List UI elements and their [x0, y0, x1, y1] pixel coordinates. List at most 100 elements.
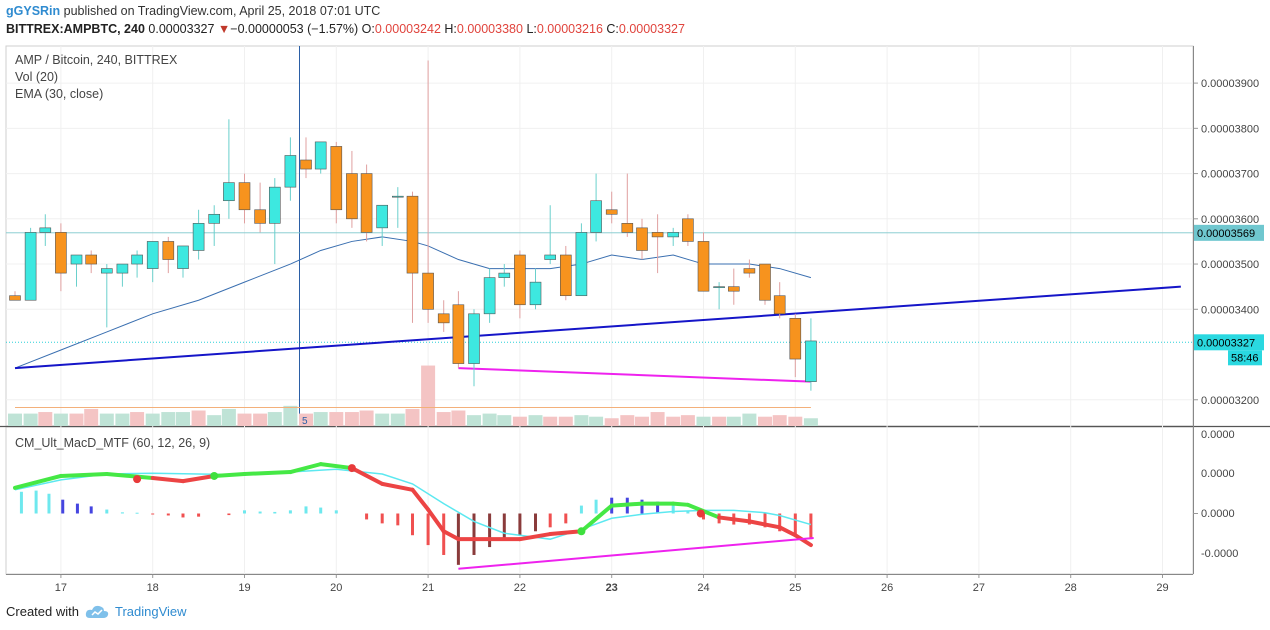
macd-line-segment: [212, 472, 247, 478]
symbol-label[interactable]: BITTREX:AMPBTC, 240: [6, 22, 145, 36]
y-tick-label: 0.00003400: [1201, 304, 1259, 316]
candle-body: [422, 272, 434, 310]
volume-bar: [23, 413, 38, 426]
macd-histogram-bar: [365, 513, 369, 520]
macd-histogram-bar: [640, 499, 644, 514]
volume-bar: [436, 412, 451, 426]
candle-body: [452, 304, 465, 364]
volume-bar: [543, 416, 558, 426]
macd-histogram-bar: [564, 513, 568, 524]
macd-line-segment: [747, 519, 782, 530]
candle-body: [70, 254, 83, 265]
macd-line-segment: [349, 466, 385, 486]
macd-line-segment: [58, 472, 109, 478]
y-tick-label: 0.00003200: [1201, 395, 1259, 407]
grid: [0, 45, 1270, 575]
candle-body: [254, 209, 266, 224]
candle-body: [101, 268, 113, 274]
macd-line-segment: [180, 473, 217, 484]
volume-bar: [329, 412, 344, 426]
volume-bar: [405, 408, 420, 426]
legend-title[interactable]: AMP / Bitcoin, 240, BITTREX: [15, 53, 178, 67]
volume-bar: [696, 416, 711, 426]
x-tick-label: 28: [1065, 582, 1077, 594]
candle-body: [268, 186, 281, 224]
legend-volume[interactable]: Vol (20): [15, 70, 59, 84]
candles: [9, 60, 817, 391]
macd-divergence-line: [458, 536, 814, 570]
volume-bar: [191, 410, 206, 426]
legend-ema[interactable]: EMA (30, close): [15, 87, 104, 101]
macd-cross-dot: [210, 471, 219, 480]
volume-bar: [253, 413, 268, 426]
countdown-label: 58:46: [1231, 352, 1259, 364]
macd-histogram-bar: [166, 513, 170, 516]
macd-histogram-bar: [151, 513, 155, 515]
macd-line-segment: [380, 481, 415, 492]
volume-bar: [788, 416, 803, 426]
y-tick-label: 0.00003800: [1201, 123, 1259, 135]
candle-body: [805, 340, 817, 382]
candle-body: [39, 227, 52, 233]
macd-pane: [13, 462, 814, 570]
chart-area[interactable]: 0.00003200 0.00003400 0.00003500 0.00003600…: [0, 0, 1270, 600]
candle-body: [192, 223, 205, 251]
macd-histogram-bar: [579, 505, 583, 514]
macd-signal-line: [14, 468, 812, 540]
down-arrow-icon: ▼: [217, 22, 231, 36]
macd-histogram-bar: [426, 513, 430, 546]
x-tick-label: 25: [789, 582, 801, 594]
publish-info: gGYSRin published on TradingView.com, Ap…: [6, 4, 380, 18]
trend-line: [14, 285, 1181, 370]
candle-body: [713, 286, 725, 288]
candle-body: [146, 241, 159, 269]
macd-histogram-bar: [120, 512, 124, 514]
volume-bar: [772, 415, 787, 426]
legend-macd[interactable]: CM_Ult_MacD_MTF (60, 12, 26, 9): [15, 436, 211, 450]
candle-body: [177, 245, 189, 269]
volume-bar: [145, 413, 160, 426]
tradingview-link[interactable]: TradingView: [114, 604, 187, 619]
macd-line-segment: [410, 487, 431, 512]
macd-histogram-bar: [135, 512, 139, 514]
y-tick-label: 0.00003700: [1201, 169, 1259, 181]
ohlc-header: BITTREX:AMPBTC, 240 0.00003327 ▼−0.00000…: [6, 22, 685, 36]
low-label: L:: [526, 22, 537, 36]
macd-histogram-bar: [656, 501, 660, 514]
volume-bar: [390, 413, 405, 426]
candle-body: [238, 182, 251, 211]
last-price: 0.00003327: [148, 22, 215, 36]
volume-bar: [482, 413, 497, 426]
candle-body: [284, 155, 297, 188]
candle-body: [392, 195, 404, 198]
candle-body: [483, 277, 496, 315]
volume-bar: [680, 415, 695, 426]
macd-histogram-bar: [502, 513, 506, 540]
macd-histogram-bar: [548, 513, 552, 528]
y-tick-label: 0.00003600: [1201, 214, 1259, 226]
macd-histogram-bar: [778, 513, 782, 532]
x-tick-label: 27: [973, 582, 985, 594]
macd-line-segment: [242, 470, 293, 476]
open-value: 0.00003242: [374, 22, 441, 36]
volume-bar: [742, 413, 757, 426]
trend-lines[interactable]: [14, 236, 1181, 383]
volume-bar: [589, 416, 604, 426]
macd-histogram-bar: [380, 513, 384, 524]
volume-bar: [207, 415, 222, 426]
price-marker-badge: [1194, 224, 1264, 241]
author-link[interactable]: gGYSRin: [6, 4, 61, 18]
macd-cross-dot: [577, 527, 586, 536]
candle-body: [544, 254, 556, 260]
macd-cross-dot: [347, 464, 356, 473]
macd-histogram-bar: [488, 513, 492, 548]
candle-body: [300, 159, 312, 170]
macd-line-segment: [288, 462, 323, 475]
macd-histogram-bar: [518, 513, 522, 536]
volume-bar: [650, 412, 665, 426]
macd-line-segment: [777, 525, 798, 538]
macd-line-segment: [671, 501, 690, 507]
macd-histogram-bar: [197, 513, 201, 517]
x-tick-label: 26: [881, 582, 893, 594]
macd-histogram-bar: [227, 513, 231, 516]
